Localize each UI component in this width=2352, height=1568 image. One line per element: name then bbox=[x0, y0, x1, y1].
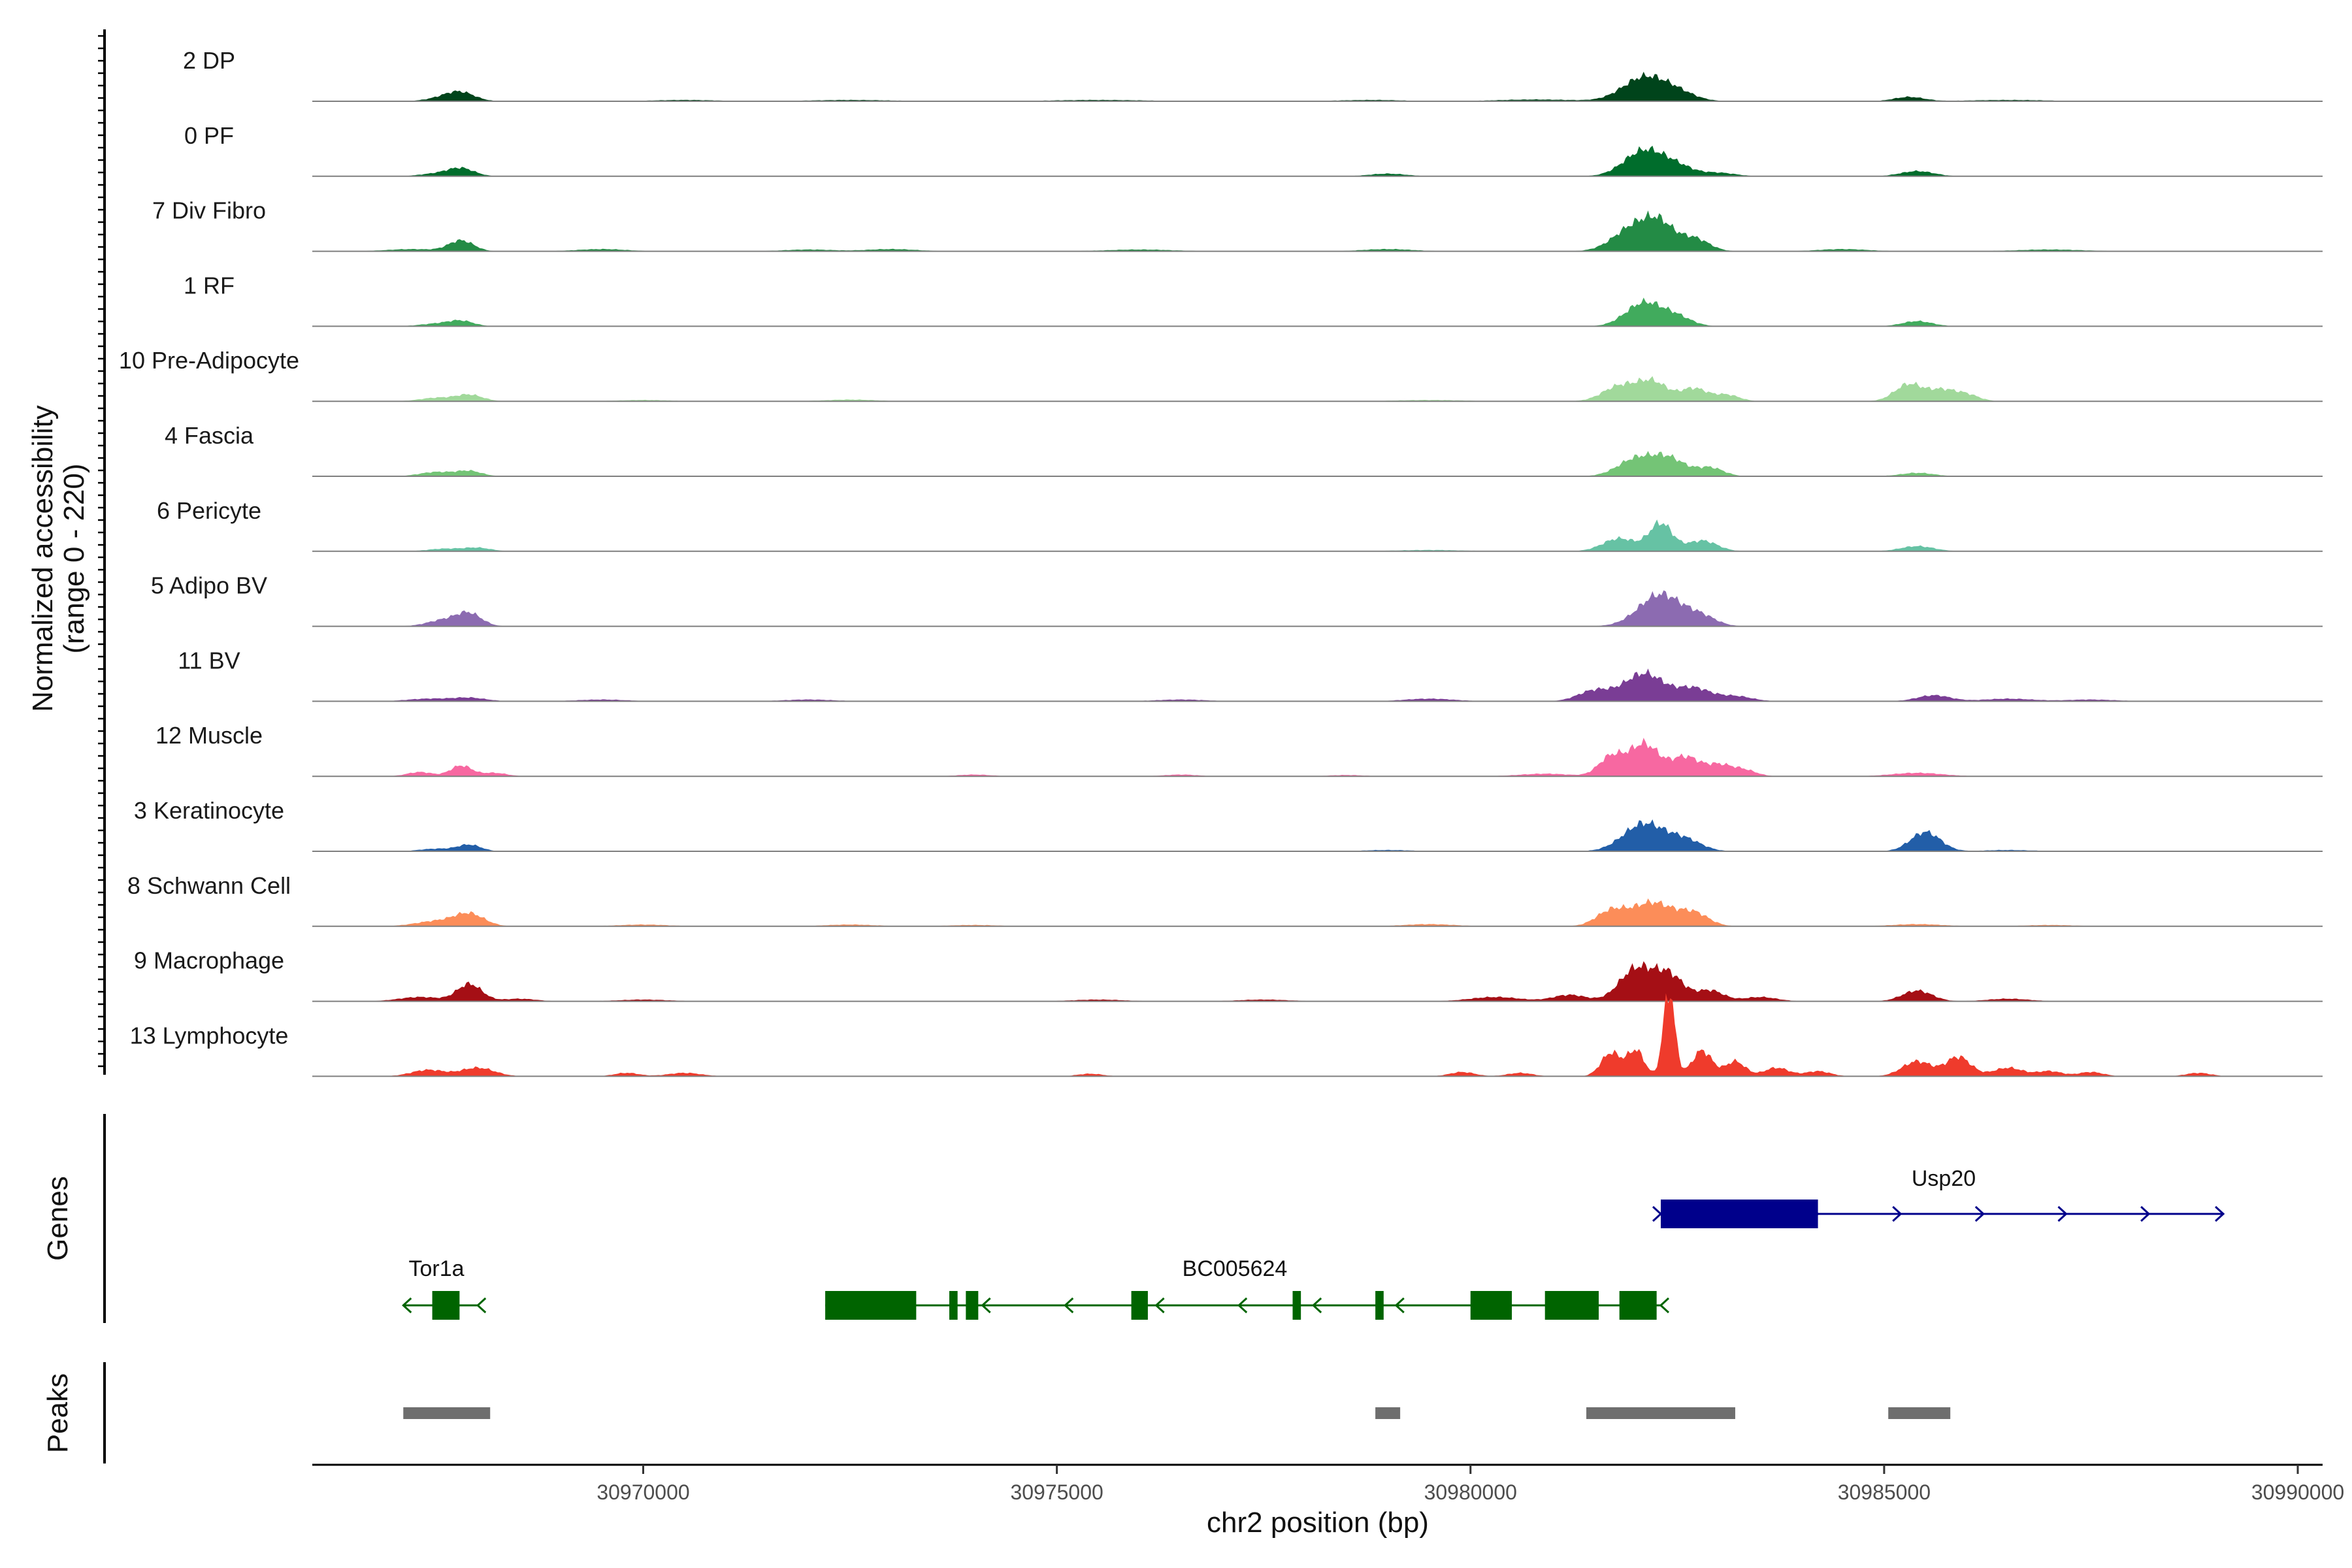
strand-arrow bbox=[402, 1297, 412, 1314]
track-1: 0 PF bbox=[184, 122, 2323, 177]
y-axis-title: Normalized accessibility bbox=[27, 405, 59, 711]
genes-panel-label: Genes bbox=[42, 1176, 74, 1261]
peaks-panel-label: Peaks bbox=[42, 1373, 74, 1453]
y-axis bbox=[98, 29, 106, 1075]
track-label: 12 Muscle bbox=[155, 722, 263, 749]
track-label: 7 Div Fibro bbox=[152, 197, 266, 224]
peak-regions bbox=[403, 1407, 1951, 1419]
strand-arrow bbox=[1064, 1297, 1074, 1314]
gene-annotations: Usp20 Tor1a BC005624 bbox=[402, 1166, 2225, 1320]
x-tick-label: 30970000 bbox=[596, 1480, 689, 1504]
track-8: 11 BV bbox=[178, 647, 2323, 702]
track-9: 12 Muscle bbox=[155, 722, 2323, 777]
gene-exon bbox=[1619, 1291, 1657, 1320]
strand-arrow bbox=[2057, 1205, 2068, 1222]
track-13: 13 Lymphocyte bbox=[130, 993, 2323, 1077]
gene-exon bbox=[1131, 1291, 1148, 1320]
track-label: 10 Pre-Adipocyte bbox=[119, 347, 299, 374]
track-label: 0 PF bbox=[184, 122, 234, 149]
track-7: 5 Adipo BV bbox=[151, 572, 2323, 627]
gene-usp20: Usp20 bbox=[1652, 1166, 2225, 1228]
gene-exon bbox=[1292, 1291, 1301, 1320]
gene-label: Usp20 bbox=[1912, 1166, 1976, 1191]
strand-arrow bbox=[1154, 1297, 1165, 1314]
gene-label: BC005624 bbox=[1183, 1256, 1288, 1281]
strand-arrow bbox=[1311, 1297, 1322, 1314]
coverage-area bbox=[312, 376, 2323, 402]
track-label: 4 Fascia bbox=[165, 422, 254, 449]
coverage-tracks: 2 DP 0 PF 7 Div Fibro 1 RF 10 Pre-Adipocyte 4… bbox=[119, 47, 2323, 1077]
track-3: 1 RF bbox=[184, 272, 2323, 327]
x-axis-title: chr2 position (bp) bbox=[1207, 1507, 1429, 1539]
x-tick-label: 30975000 bbox=[1010, 1480, 1103, 1504]
strand-arrow bbox=[1394, 1297, 1405, 1314]
track-5: 4 Fascia bbox=[165, 422, 2323, 477]
track-label: 9 Macrophage bbox=[134, 947, 284, 974]
track-4: 10 Pre-Adipocyte bbox=[119, 347, 2323, 402]
peak-region bbox=[403, 1407, 491, 1419]
strand-arrow bbox=[2215, 1205, 2225, 1222]
gene-exon bbox=[432, 1291, 460, 1320]
track-label: 11 BV bbox=[178, 647, 240, 674]
track-label: 8 Schwann Cell bbox=[127, 872, 291, 899]
strand-arrow bbox=[1809, 1205, 1820, 1222]
y-axis-range-label: (range 0 - 220) bbox=[58, 463, 90, 653]
track-12: 9 Macrophage bbox=[134, 947, 2323, 1002]
gene-tor1a: Tor1a bbox=[402, 1256, 487, 1320]
gene-exon bbox=[1470, 1291, 1512, 1320]
track-label: 3 Keratinocyte bbox=[134, 797, 284, 824]
track-label: 6 Pericyte bbox=[157, 497, 261, 524]
peak-region bbox=[1888, 1407, 1951, 1419]
gene-exon bbox=[1660, 1200, 1818, 1228]
peak-region bbox=[1375, 1407, 1401, 1419]
gene-exon bbox=[1375, 1291, 1384, 1320]
gene-exon bbox=[1544, 1291, 1599, 1320]
strand-arrow bbox=[1652, 1205, 1663, 1222]
track-11: 8 Schwann Cell bbox=[127, 872, 2323, 927]
x-axis-ticks: 30970000 30975000 30980000 30985000 30990000 bbox=[596, 1465, 2344, 1504]
strand-arrow bbox=[981, 1297, 991, 1314]
strand-arrow bbox=[2140, 1205, 2151, 1222]
gene-exon bbox=[825, 1291, 917, 1320]
track-label: 1 RF bbox=[184, 272, 235, 299]
strand-arrow bbox=[476, 1297, 487, 1314]
track-10: 3 Keratinocyte bbox=[134, 797, 2323, 852]
x-tick-label: 30985000 bbox=[1838, 1480, 1931, 1504]
peak-region bbox=[1586, 1407, 1735, 1419]
track-label: 5 Adipo BV bbox=[151, 572, 267, 599]
track-6: 6 Pericyte bbox=[157, 497, 2323, 552]
track-label: 2 DP bbox=[183, 47, 235, 74]
x-tick-label: 30980000 bbox=[1424, 1480, 1517, 1504]
strand-arrow bbox=[1659, 1297, 1670, 1314]
track-2: 7 Div Fibro bbox=[152, 197, 2323, 252]
gene-exon bbox=[949, 1291, 958, 1320]
track-label: 13 Lymphocyte bbox=[130, 1022, 289, 1049]
strand-arrow bbox=[1892, 1205, 1903, 1222]
gene-bc005624: BC005624 bbox=[825, 1256, 1670, 1320]
track-0: 2 DP bbox=[183, 47, 2323, 102]
strand-arrow bbox=[1974, 1205, 1985, 1222]
strand-arrow bbox=[1237, 1297, 1248, 1314]
gene-exon bbox=[966, 1291, 979, 1320]
gene-label: Tor1a bbox=[408, 1256, 464, 1281]
x-tick-label: 30990000 bbox=[2251, 1480, 2344, 1504]
